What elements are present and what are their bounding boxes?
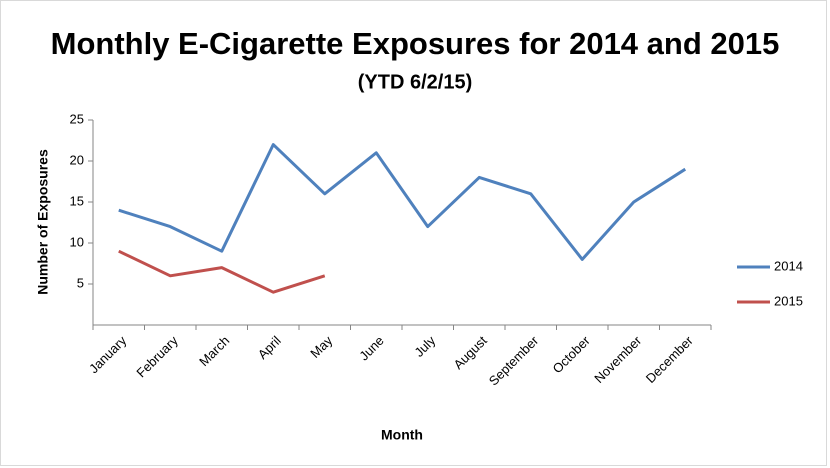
y-tick-label: 10 [70, 234, 84, 249]
legend-label: 2014 [774, 258, 803, 273]
y-tick-label: 20 [70, 152, 84, 167]
series-line [118, 249, 326, 294]
series-line [118, 143, 687, 261]
y-tick-label: 5 [77, 275, 84, 290]
y-axis-label: Number of Exposures [35, 149, 51, 295]
y-tick-label: 25 [70, 111, 84, 126]
x-axis-label: Month [381, 427, 423, 443]
y-tick-label: 15 [70, 193, 84, 208]
legend-label: 2015 [774, 293, 803, 308]
chart-subtitle: (YTD 6/2/15) [358, 71, 472, 93]
chart-title: Monthly E-Cigarette Exposures for 2014 a… [51, 26, 780, 61]
